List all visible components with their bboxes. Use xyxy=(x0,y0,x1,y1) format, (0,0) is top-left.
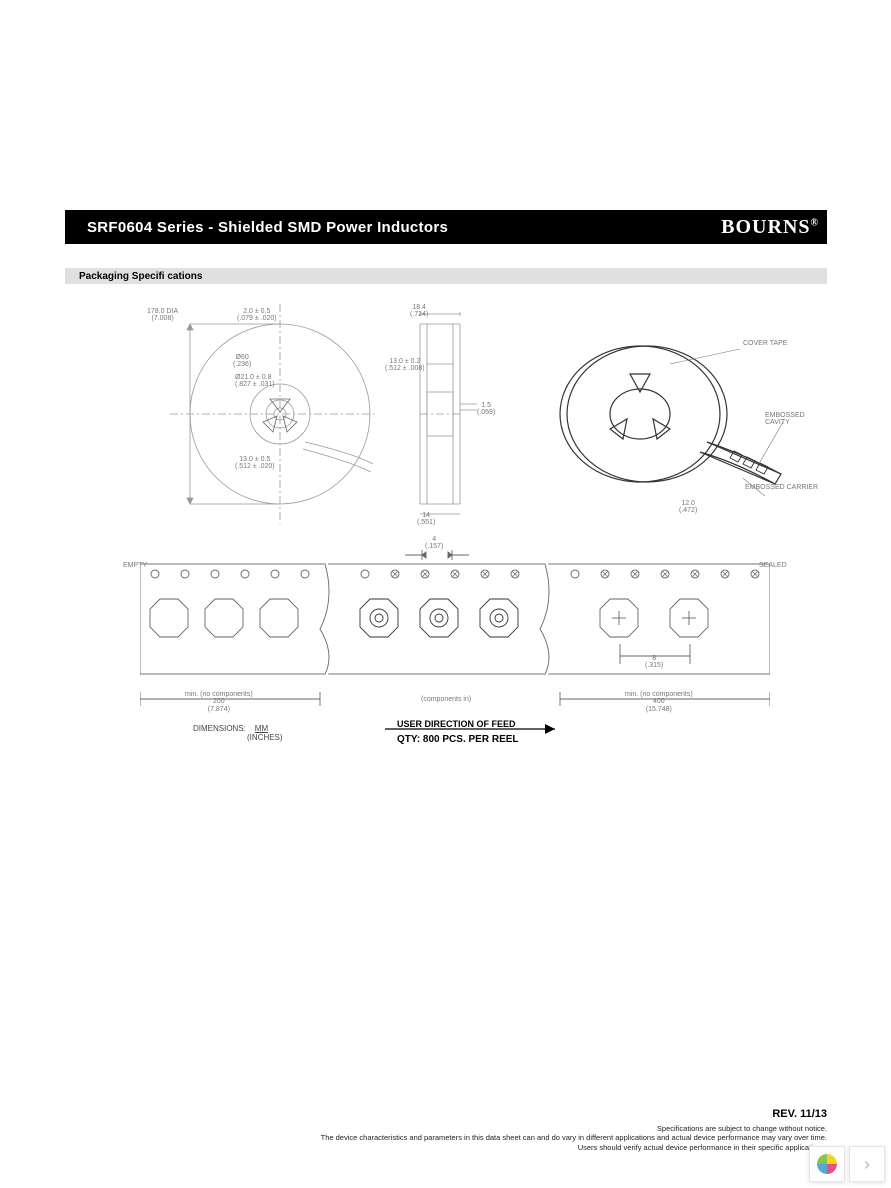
fine-print-1: Specifications are subject to change wit… xyxy=(65,1124,827,1133)
dim-lead: 2.0 ± 0.5 (.079 ± .020) xyxy=(237,308,277,323)
units-mm: MM xyxy=(255,724,268,733)
logo-text: BOURNS xyxy=(721,216,810,238)
label-components-in: (components in) xyxy=(421,696,471,703)
revision: REV. 11/13 xyxy=(65,1108,827,1120)
section-label: Packaging Specifi cations xyxy=(79,271,202,282)
dim-trailer-len: min. (no components) 400 (15.748) xyxy=(625,691,693,713)
title-bar: SRF0604 Series - Shielded SMD Power Indu… xyxy=(65,210,827,244)
fine-print-3: Users should verify actual device perfor… xyxy=(65,1143,827,1152)
dim-tape-gap: 1.5 (.059) xyxy=(477,402,495,417)
units-in: (INCHES) xyxy=(247,733,283,742)
label-embossed-cavity: EMBOSSED CAVITY xyxy=(765,412,827,427)
dim-flange-w: 18.4 (.724) xyxy=(410,304,428,319)
page-container: SRF0604 Series - Shielded SMD Power Indu… xyxy=(65,210,827,784)
page-footer: REV. 11/13 Specifications are subject to… xyxy=(65,1108,827,1152)
chevron-right-icon: › xyxy=(864,1154,870,1175)
nav-next-button[interactable]: › xyxy=(849,1146,885,1182)
dimensions-legend: DIMENSIONS: MM (INCHES) xyxy=(193,724,283,742)
dim-inner-dia: Ø60 (.236) xyxy=(233,354,251,369)
dim-leader-len: min. (no components) 200 (7.874) xyxy=(185,691,253,713)
dim-hub-pilot: 13.0 ± 0.5 (.512 ± .020) xyxy=(235,456,275,471)
dim-hub-dia: Ø21.0 ± 0.8 (.827 ± .031) xyxy=(235,374,275,389)
brand-logo: BOURNS® xyxy=(721,216,819,239)
dim-sprocket-pitch: 4 (.157) xyxy=(425,536,443,551)
pinwheel-icon xyxy=(816,1153,838,1175)
section-header: Packaging Specifi cations xyxy=(65,268,827,284)
label-embossed-carrier: EMBOSSED CARRIER xyxy=(745,484,818,491)
nav-logo-button[interactable] xyxy=(809,1146,845,1182)
label-cover-tape: COVER TAPE xyxy=(743,340,787,347)
product-title: SRF0604 Series - Shielded SMD Power Indu… xyxy=(87,219,448,236)
qty-label: QTY: 800 PCS. PER REEL xyxy=(397,734,519,745)
dim-side-overall: 14 (.551) xyxy=(417,512,435,527)
fine-print-2: The device characteristics and parameter… xyxy=(65,1133,827,1142)
registered-mark: ® xyxy=(811,217,819,228)
nav-widget: › xyxy=(809,1146,885,1182)
dim-pocket-pitch: 8 (.315) xyxy=(645,655,663,670)
feed-direction-label: USER DIRECTION OF FEED xyxy=(397,719,516,729)
reel-front-drawing xyxy=(145,304,375,524)
dim-outer-dia: 178.0 DIA (7.008) xyxy=(147,308,178,323)
diagram-area: 178.0 DIA (7.008) 2.0 ± 0.5 (.079 ± .020… xyxy=(65,304,827,784)
arrow-sealed-right: SEALED xyxy=(759,562,787,569)
dim-hub-w: 13.0 ± 0.2 (.512 ± .008) xyxy=(385,358,425,373)
arrow-empty-left: EMPTY xyxy=(123,562,147,569)
dim-tape-w: 12.0 (.472) xyxy=(679,500,697,515)
